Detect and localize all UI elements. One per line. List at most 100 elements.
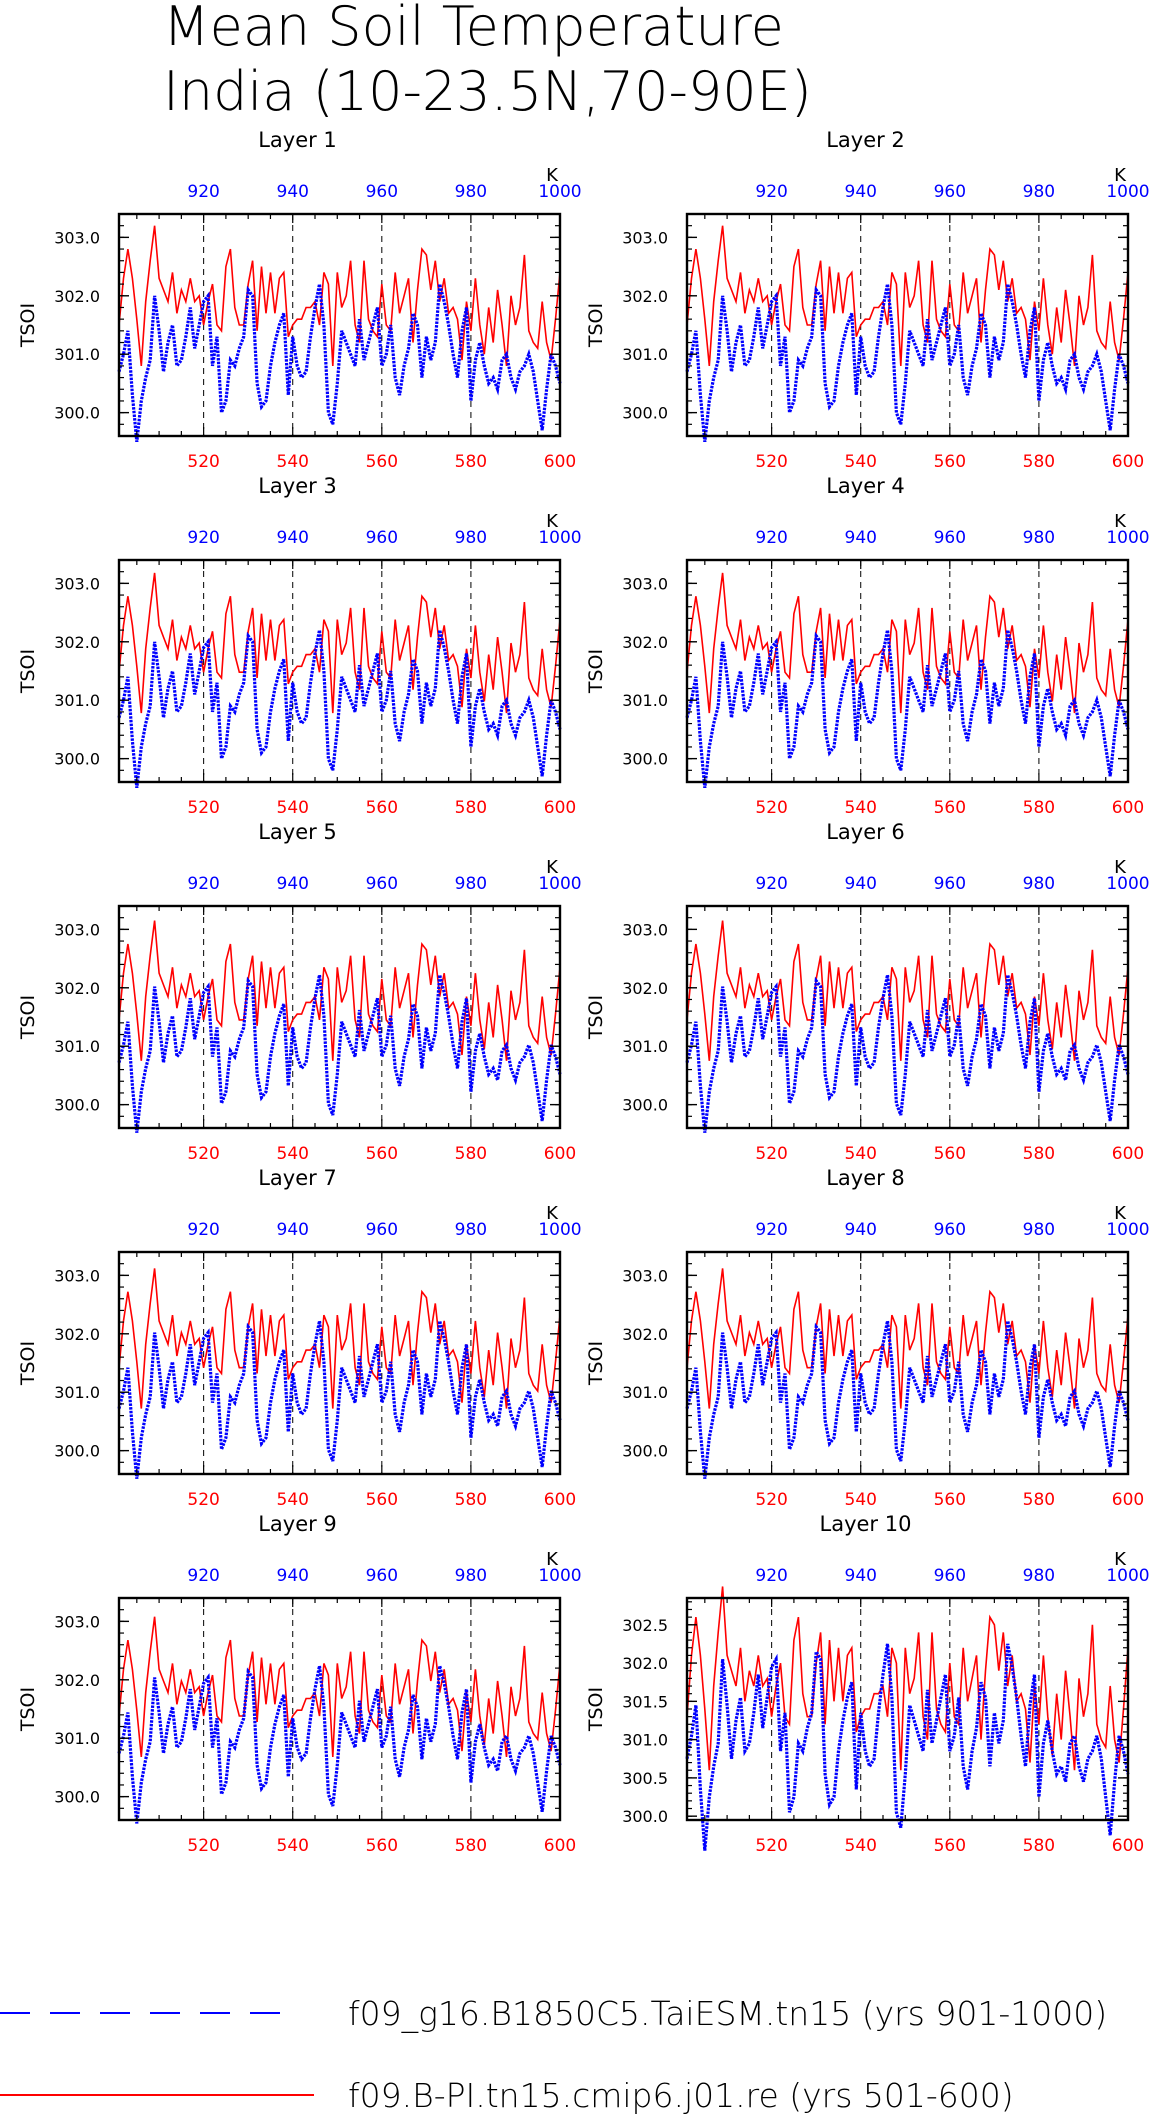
series-line-blue — [117, 1320, 562, 1479]
panel-title: Layer 10 — [820, 1512, 912, 1536]
series-line-red — [686, 1268, 1129, 1409]
y-axis-label: TSOI — [17, 649, 39, 694]
x-top-tick-label: 920 — [755, 1566, 787, 1586]
y-tick-label: 300.0 — [622, 1807, 668, 1826]
y-tick-label: 301.0 — [54, 691, 100, 710]
panel-title: Layer 3 — [258, 474, 337, 498]
series-line-red — [118, 225, 561, 366]
x-bottom-tick-label: 540 — [845, 1836, 877, 1856]
x-top-tick-label: 980 — [455, 874, 487, 894]
top-axis-unit: K — [546, 165, 559, 186]
y-tick-label: 302.0 — [54, 633, 100, 652]
y-tick-label: 300.0 — [54, 404, 100, 423]
x-bottom-tick-label: 540 — [277, 452, 309, 472]
y-axis-label: TSOI — [585, 995, 607, 1040]
x-bottom-tick-label: 540 — [845, 798, 877, 818]
x-top-tick-label: 980 — [455, 1220, 487, 1240]
x-top-tick-label: 980 — [455, 528, 487, 548]
x-top-tick-label: 960 — [934, 1566, 966, 1586]
x-bottom-tick-label: 520 — [755, 452, 787, 472]
panel-title: Layer 2 — [826, 128, 905, 152]
y-tick-label: 302.0 — [622, 1654, 668, 1673]
x-top-tick-label: 1000 — [538, 1566, 581, 1586]
x-bottom-tick-label: 520 — [755, 798, 787, 818]
plot-frame — [685, 1250, 1130, 1476]
plot-frame — [685, 558, 1130, 784]
x-bottom-tick-label: 600 — [544, 1836, 576, 1856]
x-bottom-tick-label: 520 — [187, 1836, 219, 1856]
x-bottom-tick-label: 600 — [544, 452, 576, 472]
figure-title-line2: India (10-23.5N,70-90E) — [163, 60, 812, 123]
y-tick-label: 300.0 — [54, 1096, 100, 1115]
x-top-tick-label: 1000 — [1106, 874, 1149, 894]
x-top-tick-label: 980 — [1023, 1566, 1055, 1586]
series-line-blue — [685, 283, 1130, 442]
plot-frame — [117, 558, 562, 784]
series-line-red — [118, 920, 561, 1061]
y-tick-label: 300.0 — [54, 1788, 100, 1807]
x-bottom-tick-label: 600 — [544, 798, 576, 818]
x-top-tick-label: 960 — [366, 874, 398, 894]
panel-title: Layer 8 — [826, 1166, 905, 1190]
x-bottom-tick-label: 600 — [1112, 798, 1144, 818]
x-bottom-tick-label: 580 — [455, 798, 487, 818]
top-axis-unit: K — [546, 857, 559, 878]
x-top-tick-label: 960 — [366, 1220, 398, 1240]
y-tick-label: 300.0 — [622, 1096, 668, 1115]
x-bottom-tick-label: 520 — [755, 1144, 787, 1164]
series-line-red — [118, 572, 561, 714]
y-tick-label: 303.0 — [622, 1266, 668, 1285]
x-bottom-tick-label: 540 — [277, 1836, 309, 1856]
x-bottom-tick-label: 600 — [1112, 452, 1144, 472]
y-tick-label: 301.0 — [54, 345, 100, 364]
series-line-red — [118, 1616, 561, 1757]
x-bottom-tick-label: 600 — [544, 1144, 576, 1164]
plot-frame — [685, 904, 1130, 1130]
series-line-red — [686, 920, 1129, 1061]
series-line-blue — [685, 1643, 1130, 1851]
series-line-blue — [117, 974, 562, 1133]
top-axis-unit: K — [1114, 1203, 1127, 1224]
x-top-tick-label: 960 — [934, 182, 966, 202]
series-line-blue — [685, 629, 1130, 788]
x-bottom-tick-label: 520 — [187, 1490, 219, 1510]
x-bottom-tick-label: 540 — [845, 452, 877, 472]
x-bottom-tick-label: 560 — [934, 452, 966, 472]
x-bottom-tick-label: 520 — [187, 1144, 219, 1164]
x-bottom-tick-label: 560 — [934, 798, 966, 818]
x-top-tick-label: 920 — [187, 874, 219, 894]
x-bottom-tick-label: 520 — [755, 1836, 787, 1856]
panel-title: Layer 7 — [258, 1166, 337, 1190]
top-axis-unit: K — [546, 1203, 559, 1224]
x-top-tick-label: 920 — [755, 182, 787, 202]
y-tick-label: 303.0 — [54, 574, 100, 593]
y-axis-label: TSOI — [585, 1341, 607, 1386]
x-top-tick-label: 1000 — [538, 1220, 581, 1240]
series-line-blue — [117, 629, 562, 788]
y-tick-label: 301.0 — [622, 345, 668, 364]
y-tick-label: 303.0 — [54, 1266, 100, 1285]
x-top-tick-label: 920 — [755, 874, 787, 894]
y-tick-label: 301.0 — [622, 1731, 668, 1750]
y-tick-label: 300.5 — [622, 1769, 668, 1788]
y-tick-label: 300.0 — [54, 1442, 100, 1461]
x-bottom-tick-label: 580 — [455, 1144, 487, 1164]
y-axis-label: TSOI — [585, 303, 607, 348]
y-tick-label: 300.0 — [622, 750, 668, 769]
x-bottom-tick-label: 580 — [455, 1490, 487, 1510]
x-top-tick-label: 920 — [187, 1220, 219, 1240]
x-bottom-tick-label: 560 — [934, 1144, 966, 1164]
x-bottom-tick-label: 580 — [1023, 798, 1055, 818]
y-tick-label: 301.0 — [54, 1037, 100, 1056]
y-tick-label: 302.5 — [622, 1616, 668, 1635]
x-top-tick-label: 940 — [277, 182, 309, 202]
x-bottom-tick-label: 600 — [544, 1490, 576, 1510]
